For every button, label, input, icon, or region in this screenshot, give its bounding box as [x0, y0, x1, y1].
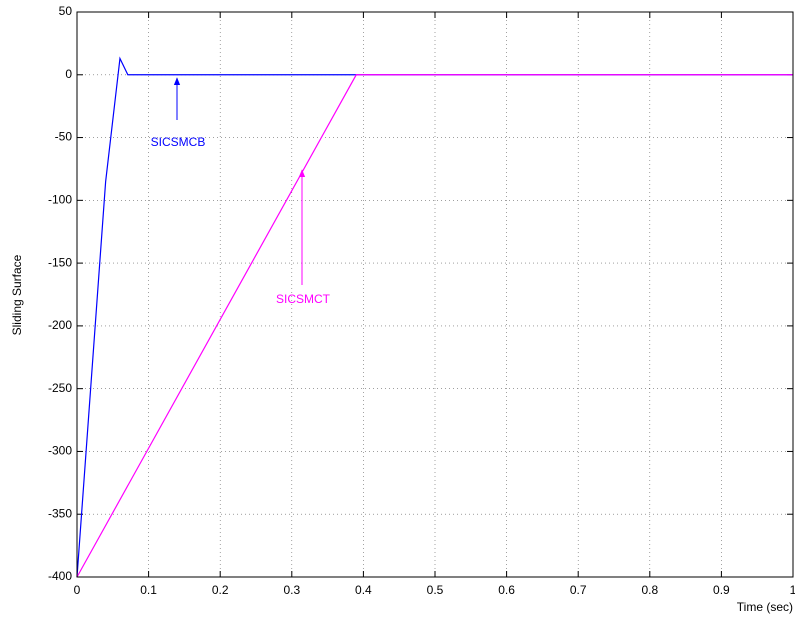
y-tick-label: -250 — [48, 381, 72, 395]
chart: SICSMCB SICSMCT Time (sec) Sliding Surfa… — [0, 0, 795, 624]
y-axis-label: Sliding Surface — [10, 254, 24, 335]
x-axis-label: Time (sec) — [737, 600, 793, 614]
y-tick-label: -300 — [48, 444, 72, 458]
x-tick-label: 0.7 — [570, 583, 587, 597]
annotation: SICSMCT — [276, 292, 331, 306]
x-tick-label: 0.5 — [427, 583, 444, 597]
x-tick-label: 0 — [74, 583, 81, 597]
x-tick-label: 0.6 — [498, 583, 515, 597]
y-tick-label: -200 — [48, 318, 72, 332]
y-tick-label: 0 — [65, 67, 72, 81]
x-tick-label: 1 — [790, 583, 795, 597]
x-tick-label: 0.2 — [212, 583, 229, 597]
y-tick-label: -400 — [48, 569, 72, 583]
y-tick-label: -50 — [55, 130, 73, 144]
y-tick-label: -100 — [48, 193, 72, 207]
x-tick-label: 0.1 — [140, 583, 157, 597]
y-tick-label: 50 — [59, 4, 73, 18]
x-tick-label: 0.8 — [641, 583, 658, 597]
x-tick-label: 0.4 — [355, 583, 372, 597]
y-tick-label: -150 — [48, 255, 72, 269]
y-tick-label: -350 — [48, 506, 72, 520]
x-tick-label: 0.9 — [713, 583, 730, 597]
annotation: SICSMCB — [151, 135, 206, 149]
x-tick-label: 0.3 — [283, 583, 300, 597]
